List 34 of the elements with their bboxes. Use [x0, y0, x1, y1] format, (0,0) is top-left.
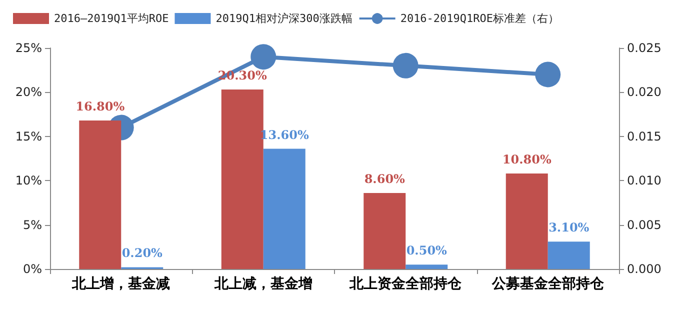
data-label: 10.80%: [502, 152, 552, 167]
legend-label: 2019Q1相对沪深300涨跌幅: [216, 12, 352, 25]
legend-label: 2016—2019Q1平均ROE: [54, 12, 169, 25]
legend-label: 2016-2019Q1ROE标准差（右）: [400, 12, 560, 25]
point: [392, 52, 418, 78]
data-label: 16.80%: [76, 99, 126, 114]
x-tick-label: 公募基金全部持仓: [490, 275, 605, 292]
data-label: 3.10%: [548, 220, 590, 235]
bar: [506, 174, 548, 269]
y-tick-label: 0%: [22, 262, 42, 276]
data-label: 0.50%: [406, 244, 448, 258]
y-tick-label: 15%: [15, 129, 42, 144]
y-tick-label: 20%: [15, 85, 42, 100]
y-tick-label: 10%: [15, 174, 42, 188]
y2-tick-label: 0.010: [627, 174, 662, 188]
point: [250, 44, 276, 70]
x-tick-label: 北上增，基金减: [71, 276, 170, 292]
y2-tick-label: 0.020: [627, 85, 662, 100]
bar: [548, 242, 590, 269]
bar: [79, 120, 122, 269]
bar: [364, 192, 406, 269]
y2-tick-label: 0.015: [627, 129, 662, 144]
y2-tick-label: 0.005: [627, 218, 662, 232]
y-tick-label: 5%: [22, 218, 42, 232]
y-tick-label: 25%: [15, 41, 42, 55]
data-label: 0.20%: [122, 246, 164, 260]
y2-tick-label: 0.000: [627, 262, 662, 276]
x-tick-label: 北上资金全部持仓: [348, 275, 463, 292]
x-tick-label: 北上减，基金增: [213, 276, 312, 292]
y2-tick-label: 0.025: [627, 41, 662, 55]
bar: [263, 148, 306, 269]
point: [535, 62, 561, 88]
bar: [406, 264, 448, 269]
data-label: 8.60%: [364, 172, 406, 186]
